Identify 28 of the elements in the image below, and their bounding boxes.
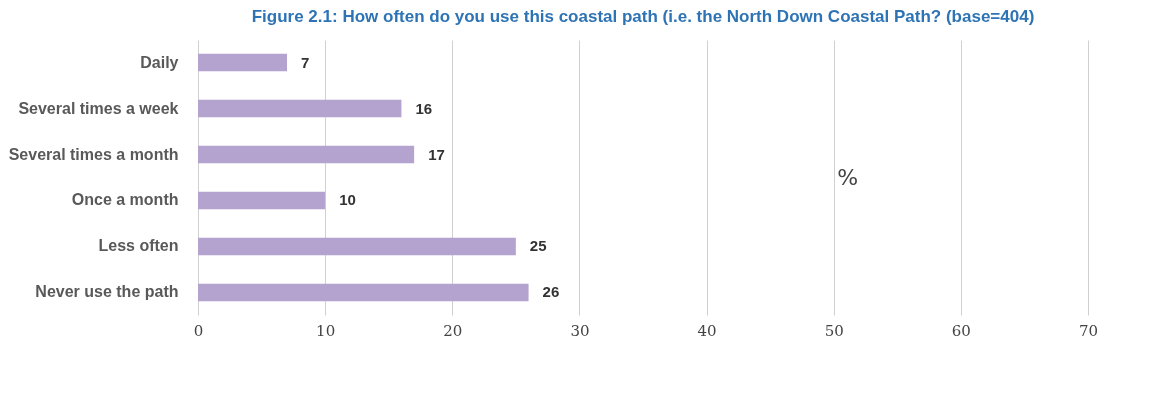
x-tick-label: 10 <box>316 321 336 340</box>
x-tick-label: 30 <box>570 321 590 340</box>
x-tick-label: 70 <box>1078 321 1099 340</box>
y-tick-label: Daily <box>140 53 179 71</box>
annotation: % <box>837 164 859 190</box>
bar <box>198 145 415 164</box>
data-label: 10 <box>339 191 356 209</box>
y-tick-label: Never use the path <box>35 283 179 301</box>
y-tick-label: Several times a week <box>18 99 179 117</box>
bar <box>198 237 516 256</box>
bar <box>198 191 326 210</box>
bar <box>198 53 287 72</box>
x-tick-label: 60 <box>951 321 971 340</box>
x-tick-label: 20 <box>443 321 463 340</box>
x-tick-label: 50 <box>824 321 844 340</box>
y-tick-label: Several times a month <box>8 145 179 163</box>
x-tick-label: 0 <box>193 321 204 340</box>
bar <box>198 283 529 302</box>
data-label: 17 <box>428 145 445 163</box>
x-tick-label: 40 <box>697 321 717 340</box>
y-tick-label: Less often <box>98 237 179 255</box>
data-label: 26 <box>542 283 560 301</box>
chart-title: Figure 2.1: How often do you use this coastal path (i.e. the North Down Coastal Path? (base=404) <box>251 7 1035 26</box>
y-tick-label: Once a month <box>71 191 179 209</box>
bar <box>198 99 402 118</box>
data-label: 7 <box>301 53 310 71</box>
data-label: 25 <box>529 237 547 255</box>
data-label: 16 <box>415 99 433 117</box>
